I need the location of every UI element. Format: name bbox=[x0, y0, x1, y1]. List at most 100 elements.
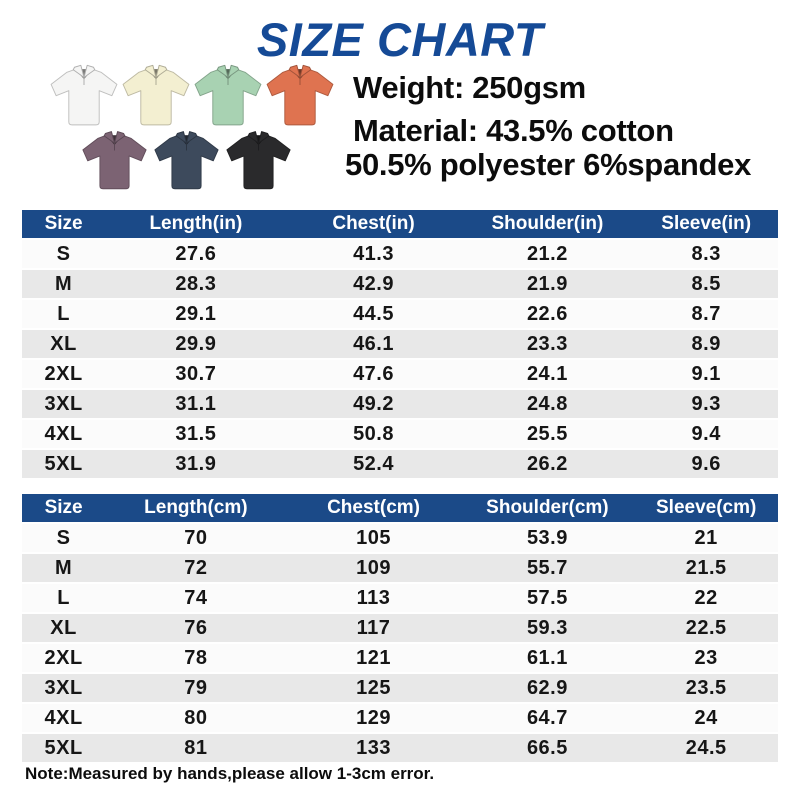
value-cell: 23 bbox=[634, 644, 778, 674]
value-cell: 9.4 bbox=[634, 420, 778, 450]
value-cell: 42.9 bbox=[286, 270, 461, 300]
weight-text: Weight: 250gsm bbox=[353, 70, 586, 105]
table-body-cm: S 70 105 53.9 21 M 72 109 55.7 21.5 L 74 113 57.5 22 XL… bbox=[22, 524, 778, 764]
table-row: 5XL 31.9 52.4 26.2 9.6 bbox=[22, 450, 778, 480]
material-text-line1: Material: 43.5% cotton bbox=[353, 113, 674, 148]
value-cell: 27.6 bbox=[105, 240, 287, 270]
value-cell: 24.1 bbox=[460, 360, 635, 390]
value-cell: 105 bbox=[286, 524, 461, 554]
column-header: Length(in) bbox=[105, 210, 287, 240]
size-cell: 3XL bbox=[22, 390, 106, 420]
header-row: Size Length(cm) Chest(cm) Shoulder(cm) Sleev… bbox=[22, 494, 778, 524]
table-row: L 29.1 44.5 22.6 8.7 bbox=[22, 300, 778, 330]
column-header: Length(cm) bbox=[105, 494, 287, 524]
value-cell: 78 bbox=[105, 644, 287, 674]
value-cell: 66.5 bbox=[460, 734, 635, 764]
table-row: L 74 113 57.5 22 bbox=[22, 584, 778, 614]
table-row: S 27.6 41.3 21.2 8.3 bbox=[22, 240, 778, 270]
size-cell: M bbox=[22, 270, 106, 300]
value-cell: 64.7 bbox=[460, 704, 635, 734]
size-cell: S bbox=[22, 240, 106, 270]
value-cell: 57.5 bbox=[460, 584, 635, 614]
value-cell: 23.5 bbox=[634, 674, 778, 704]
value-cell: 24 bbox=[634, 704, 778, 734]
polo-shirt-white bbox=[50, 64, 118, 126]
value-cell: 22 bbox=[634, 584, 778, 614]
value-cell: 70 bbox=[105, 524, 287, 554]
value-cell: 22.6 bbox=[460, 300, 635, 330]
column-header: Chest(cm) bbox=[286, 494, 461, 524]
value-cell: 46.1 bbox=[286, 330, 461, 360]
value-cell: 24.5 bbox=[634, 734, 778, 764]
table-row: 3XL 79 125 62.9 23.5 bbox=[22, 674, 778, 704]
value-cell: 24.8 bbox=[460, 390, 635, 420]
size-cell: 2XL bbox=[22, 360, 106, 390]
value-cell: 21.5 bbox=[634, 554, 778, 584]
value-cell: 29.9 bbox=[105, 330, 287, 360]
table-header-inches: Size Length(in) Chest(in) Shoulder(in) Sleev… bbox=[22, 210, 778, 240]
value-cell: 53.9 bbox=[460, 524, 635, 554]
size-cell: S bbox=[22, 524, 106, 554]
table-row: XL 76 117 59.3 22.5 bbox=[22, 614, 778, 644]
product-color-swatches bbox=[0, 0, 800, 210]
header-row: Size Length(in) Chest(in) Shoulder(in) Sleev… bbox=[22, 210, 778, 240]
value-cell: 9.3 bbox=[634, 390, 778, 420]
size-table-cm: Size Length(cm) Chest(cm) Shoulder(cm) Sleev… bbox=[22, 494, 778, 764]
table-row: 2XL 30.7 47.6 24.1 9.1 bbox=[22, 360, 778, 390]
value-cell: 129 bbox=[286, 704, 461, 734]
column-header: Sleeve(cm) bbox=[634, 494, 778, 524]
value-cell: 9.6 bbox=[634, 450, 778, 480]
value-cell: 22.5 bbox=[634, 614, 778, 644]
polo-shirt-cream bbox=[122, 64, 190, 126]
size-cell: L bbox=[22, 300, 106, 330]
table-body-inches: S 27.6 41.3 21.2 8.3 M 28.3 42.9 21.9 8.5 L 29.1 44.… bbox=[22, 240, 778, 480]
polo-shirt-black bbox=[226, 131, 291, 190]
value-cell: 81 bbox=[105, 734, 287, 764]
value-cell: 30.7 bbox=[105, 360, 287, 390]
table-row: S 70 105 53.9 21 bbox=[22, 524, 778, 554]
value-cell: 61.1 bbox=[460, 644, 635, 674]
value-cell: 80 bbox=[105, 704, 287, 734]
table-row: M 72 109 55.7 21.5 bbox=[22, 554, 778, 584]
column-header: Shoulder(in) bbox=[460, 210, 635, 240]
table-row: M 28.3 42.9 21.9 8.5 bbox=[22, 270, 778, 300]
value-cell: 21.9 bbox=[460, 270, 635, 300]
value-cell: 31.1 bbox=[105, 390, 287, 420]
value-cell: 72 bbox=[105, 554, 287, 584]
size-cell: M bbox=[22, 554, 106, 584]
value-cell: 62.9 bbox=[460, 674, 635, 704]
size-cell: L bbox=[22, 584, 106, 614]
value-cell: 59.3 bbox=[460, 614, 635, 644]
value-cell: 121 bbox=[286, 644, 461, 674]
table-row: 4XL 31.5 50.8 25.5 9.4 bbox=[22, 420, 778, 450]
size-cell: XL bbox=[22, 614, 106, 644]
value-cell: 44.5 bbox=[286, 300, 461, 330]
value-cell: 28.3 bbox=[105, 270, 287, 300]
material-text-line2: 50.5% polyester 6%spandex bbox=[345, 147, 752, 182]
value-cell: 26.2 bbox=[460, 450, 635, 480]
table-row: 5XL 81 133 66.5 24.5 bbox=[22, 734, 778, 764]
size-cell: 3XL bbox=[22, 674, 106, 704]
value-cell: 21 bbox=[634, 524, 778, 554]
value-cell: 8.3 bbox=[634, 240, 778, 270]
value-cell: 117 bbox=[286, 614, 461, 644]
value-cell: 47.6 bbox=[286, 360, 461, 390]
size-cell: XL bbox=[22, 330, 106, 360]
value-cell: 52.4 bbox=[286, 450, 461, 480]
value-cell: 41.3 bbox=[286, 240, 461, 270]
value-cell: 50.8 bbox=[286, 420, 461, 450]
value-cell: 29.1 bbox=[105, 300, 287, 330]
value-cell: 55.7 bbox=[460, 554, 635, 584]
value-cell: 109 bbox=[286, 554, 461, 584]
value-cell: 23.3 bbox=[460, 330, 635, 360]
polo-shirt-orange bbox=[266, 64, 334, 126]
value-cell: 76 bbox=[105, 614, 287, 644]
size-cell: 4XL bbox=[22, 704, 106, 734]
value-cell: 8.9 bbox=[634, 330, 778, 360]
column-header: Sleeve(in) bbox=[634, 210, 778, 240]
size-table-inches: Size Length(in) Chest(in) Shoulder(in) Sleev… bbox=[22, 210, 778, 480]
size-cell: 4XL bbox=[22, 420, 106, 450]
note-text: Note:Measured by hands,please allow 1-3c… bbox=[25, 764, 435, 783]
table-row: 2XL 78 121 61.1 23 bbox=[22, 644, 778, 674]
